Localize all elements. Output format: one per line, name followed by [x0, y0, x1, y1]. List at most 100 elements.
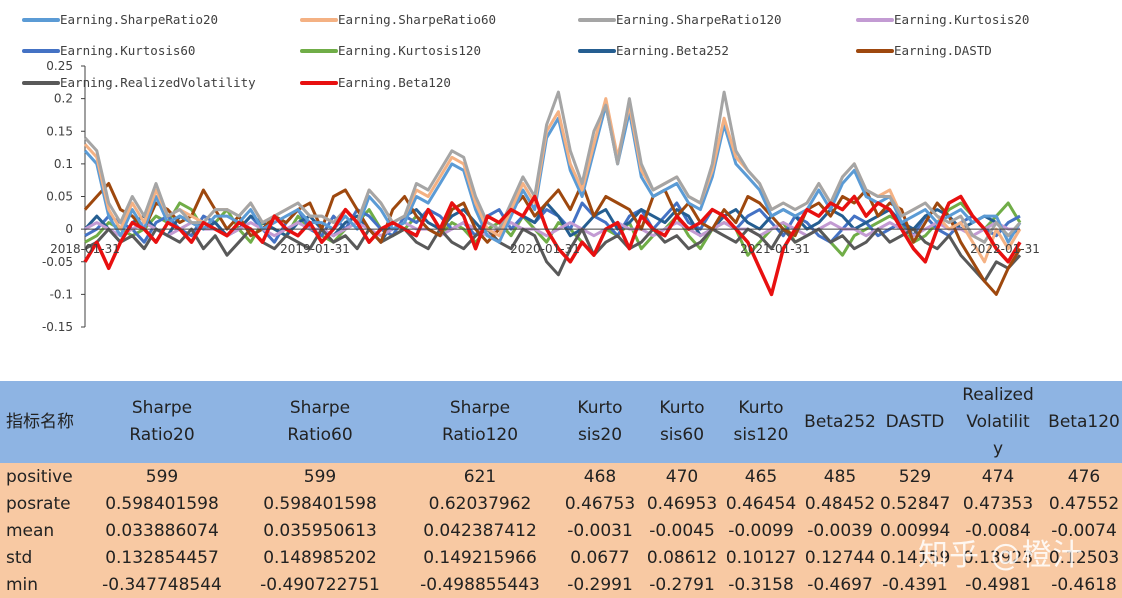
series-line — [84, 221, 1020, 238]
table-cell: 0.148985202 — [238, 544, 402, 571]
legend-item: Earning.Kurtosis60 — [22, 43, 195, 58]
chart-area: Earning.SharpeRatio20 Earning.SharpeRatio… — [22, 12, 1040, 334]
table-cell: -0.490722751 — [238, 571, 402, 598]
table-cell: 0.48452 — [800, 490, 880, 517]
y-tick-label: 0.25 — [46, 59, 73, 73]
column-header: Kurto sis20 — [558, 381, 642, 463]
column-header-part: Kurto — [659, 398, 705, 418]
legend-item: Earning.SharpeRatio20 — [22, 12, 218, 27]
y-tick-label: -0.15 — [42, 320, 73, 334]
column-header: DASTD — [880, 381, 950, 463]
table-cell: 476 — [1046, 463, 1122, 490]
column-header-part: Ratio20 — [129, 425, 195, 445]
table-cell: -0.2991 — [558, 571, 642, 598]
x-tick-label: 2021-01-31 — [740, 242, 810, 256]
column-header-part: sis60 — [659, 425, 705, 445]
table-cell: 0.035950613 — [238, 517, 402, 544]
table-cell: 0.149215966 — [402, 544, 558, 571]
table-cell: 0.47552 — [1046, 490, 1122, 517]
y-tick-label: 0.2 — [54, 92, 73, 106]
legend-item: Earning.Beta120 — [300, 75, 451, 90]
x-tick-label: 2022-01-31 — [970, 242, 1040, 256]
y-tick-label: 0.1 — [54, 157, 73, 171]
column-header-part: Ratio60 — [287, 425, 353, 445]
table-row: posrate 0.598401598 0.598401598 0.62037962 0… — [0, 490, 1122, 517]
series-line — [84, 227, 1022, 283]
legend-label: Earning.Beta120 — [338, 75, 451, 90]
column-header-part: sis20 — [577, 425, 623, 445]
table-cell: -0.0039 — [800, 517, 880, 544]
table-cell: 529 — [880, 463, 950, 490]
row-label: positive — [0, 463, 86, 490]
legend-label: Earning.SharpeRatio60 — [338, 12, 496, 27]
column-header: Realized Volatilit y — [950, 381, 1046, 463]
y-tick-label: 0.05 — [46, 190, 73, 204]
table-cell: 0.47353 — [950, 490, 1046, 517]
legend-label: Earning.RealizedVolatility — [60, 75, 256, 90]
table-cell: -0.0074 — [1046, 517, 1122, 544]
table-cell: -0.3158 — [722, 571, 800, 598]
table-cell: -0.4697 — [800, 571, 880, 598]
table-cell: 470 — [642, 463, 722, 490]
column-header-part: Kurto — [738, 398, 784, 418]
row-label: std — [0, 544, 86, 571]
row-label: posrate — [0, 490, 86, 517]
legend-label: Earning.SharpeRatio20 — [60, 12, 218, 27]
column-header-part: y — [992, 438, 1004, 459]
table-cell: 0.46753 — [558, 490, 642, 517]
legend-item: Earning.SharpeRatio60 — [300, 12, 496, 27]
column-header-part: sis120 — [733, 425, 789, 445]
table-cell: -0.0099 — [722, 517, 800, 544]
table-cell: 0.132854457 — [86, 544, 238, 571]
table-cell: 0.00994 — [880, 517, 950, 544]
table-cell: 0.12744 — [800, 544, 880, 571]
y-tick-label: 0 — [65, 222, 73, 236]
table-cell: 0.598401598 — [86, 490, 238, 517]
legend-label: Earning.Beta252 — [616, 43, 729, 58]
table-cell: -0.4981 — [950, 571, 1046, 598]
table-cell: 0.10127 — [722, 544, 800, 571]
table-cell: -0.2791 — [642, 571, 722, 598]
table-cell: 474 — [950, 463, 1046, 490]
legend-label: Earning.Kurtosis120 — [338, 43, 481, 58]
legend-label: Earning.Kurtosis20 — [894, 12, 1029, 27]
table-cell: -0.4391 — [880, 571, 950, 598]
table-corner-header: 指标名称 — [0, 381, 86, 463]
column-header: Sharpe Ratio120 — [402, 381, 558, 463]
legend-label: Earning.Kurtosis60 — [60, 43, 195, 58]
table-row: std 0.132854457 0.148985202 0.149215966 0.06… — [0, 544, 1122, 571]
table-cell: 0.46953 — [642, 490, 722, 517]
legend-item: Earning.Kurtosis120 — [300, 43, 481, 58]
table-cell: -0.0084 — [950, 517, 1046, 544]
watermark: 知乎 @橙汁 — [918, 538, 1084, 573]
legend: Earning.SharpeRatio20 Earning.SharpeRatio… — [22, 12, 1029, 90]
column-header: Beta252 — [800, 381, 880, 463]
table-cell: 468 — [558, 463, 642, 490]
column-header: Sharpe Ratio60 — [238, 381, 402, 463]
axes: 0.25 0.2 0.15 0.1 0.05 0 -0.05 -0.1 -0.15 — [42, 59, 86, 334]
table-cell: 621 — [402, 463, 558, 490]
column-header-part: Ratio120 — [441, 425, 519, 445]
line-chart: Earning.SharpeRatio20 Earning.SharpeRatio… — [22, 12, 1040, 334]
series-line — [83, 103, 1022, 244]
table-cell: 0.13923 — [950, 544, 1046, 571]
table-header-row: 指标名称 Sharpe Ratio20 Sharpe Ratio60 Sharpe Rat… — [0, 381, 1122, 463]
table-cell: -0.4618 — [1046, 571, 1122, 598]
legend-item: Earning.SharpeRatio120 — [578, 12, 782, 27]
table-cell: 485 — [800, 463, 880, 490]
x-tick-label: 2018-01-31 — [50, 242, 120, 256]
table-cell: 0.14159 — [880, 544, 950, 571]
legend-item: Earning.Beta252 — [578, 43, 729, 58]
column-header-part: Volatilit — [966, 411, 1030, 432]
table-cell: 0.46454 — [722, 490, 800, 517]
legend-item: Earning.Kurtosis20 — [856, 12, 1029, 27]
x-tick-label: 2019-01-31 — [280, 242, 350, 256]
table-cell: 599 — [238, 463, 402, 490]
column-header-part: DASTD — [885, 411, 945, 432]
column-header-part: Beta120 — [1048, 411, 1120, 432]
column-header: Beta120 — [1046, 381, 1122, 463]
table-cell: 465 — [722, 463, 800, 490]
table-row: min -0.347748544 -0.490722751 -0.498855443-… — [0, 571, 1122, 598]
table-cell: -0.347748544 — [86, 571, 238, 598]
table-cell: 0.598401598 — [238, 490, 402, 517]
